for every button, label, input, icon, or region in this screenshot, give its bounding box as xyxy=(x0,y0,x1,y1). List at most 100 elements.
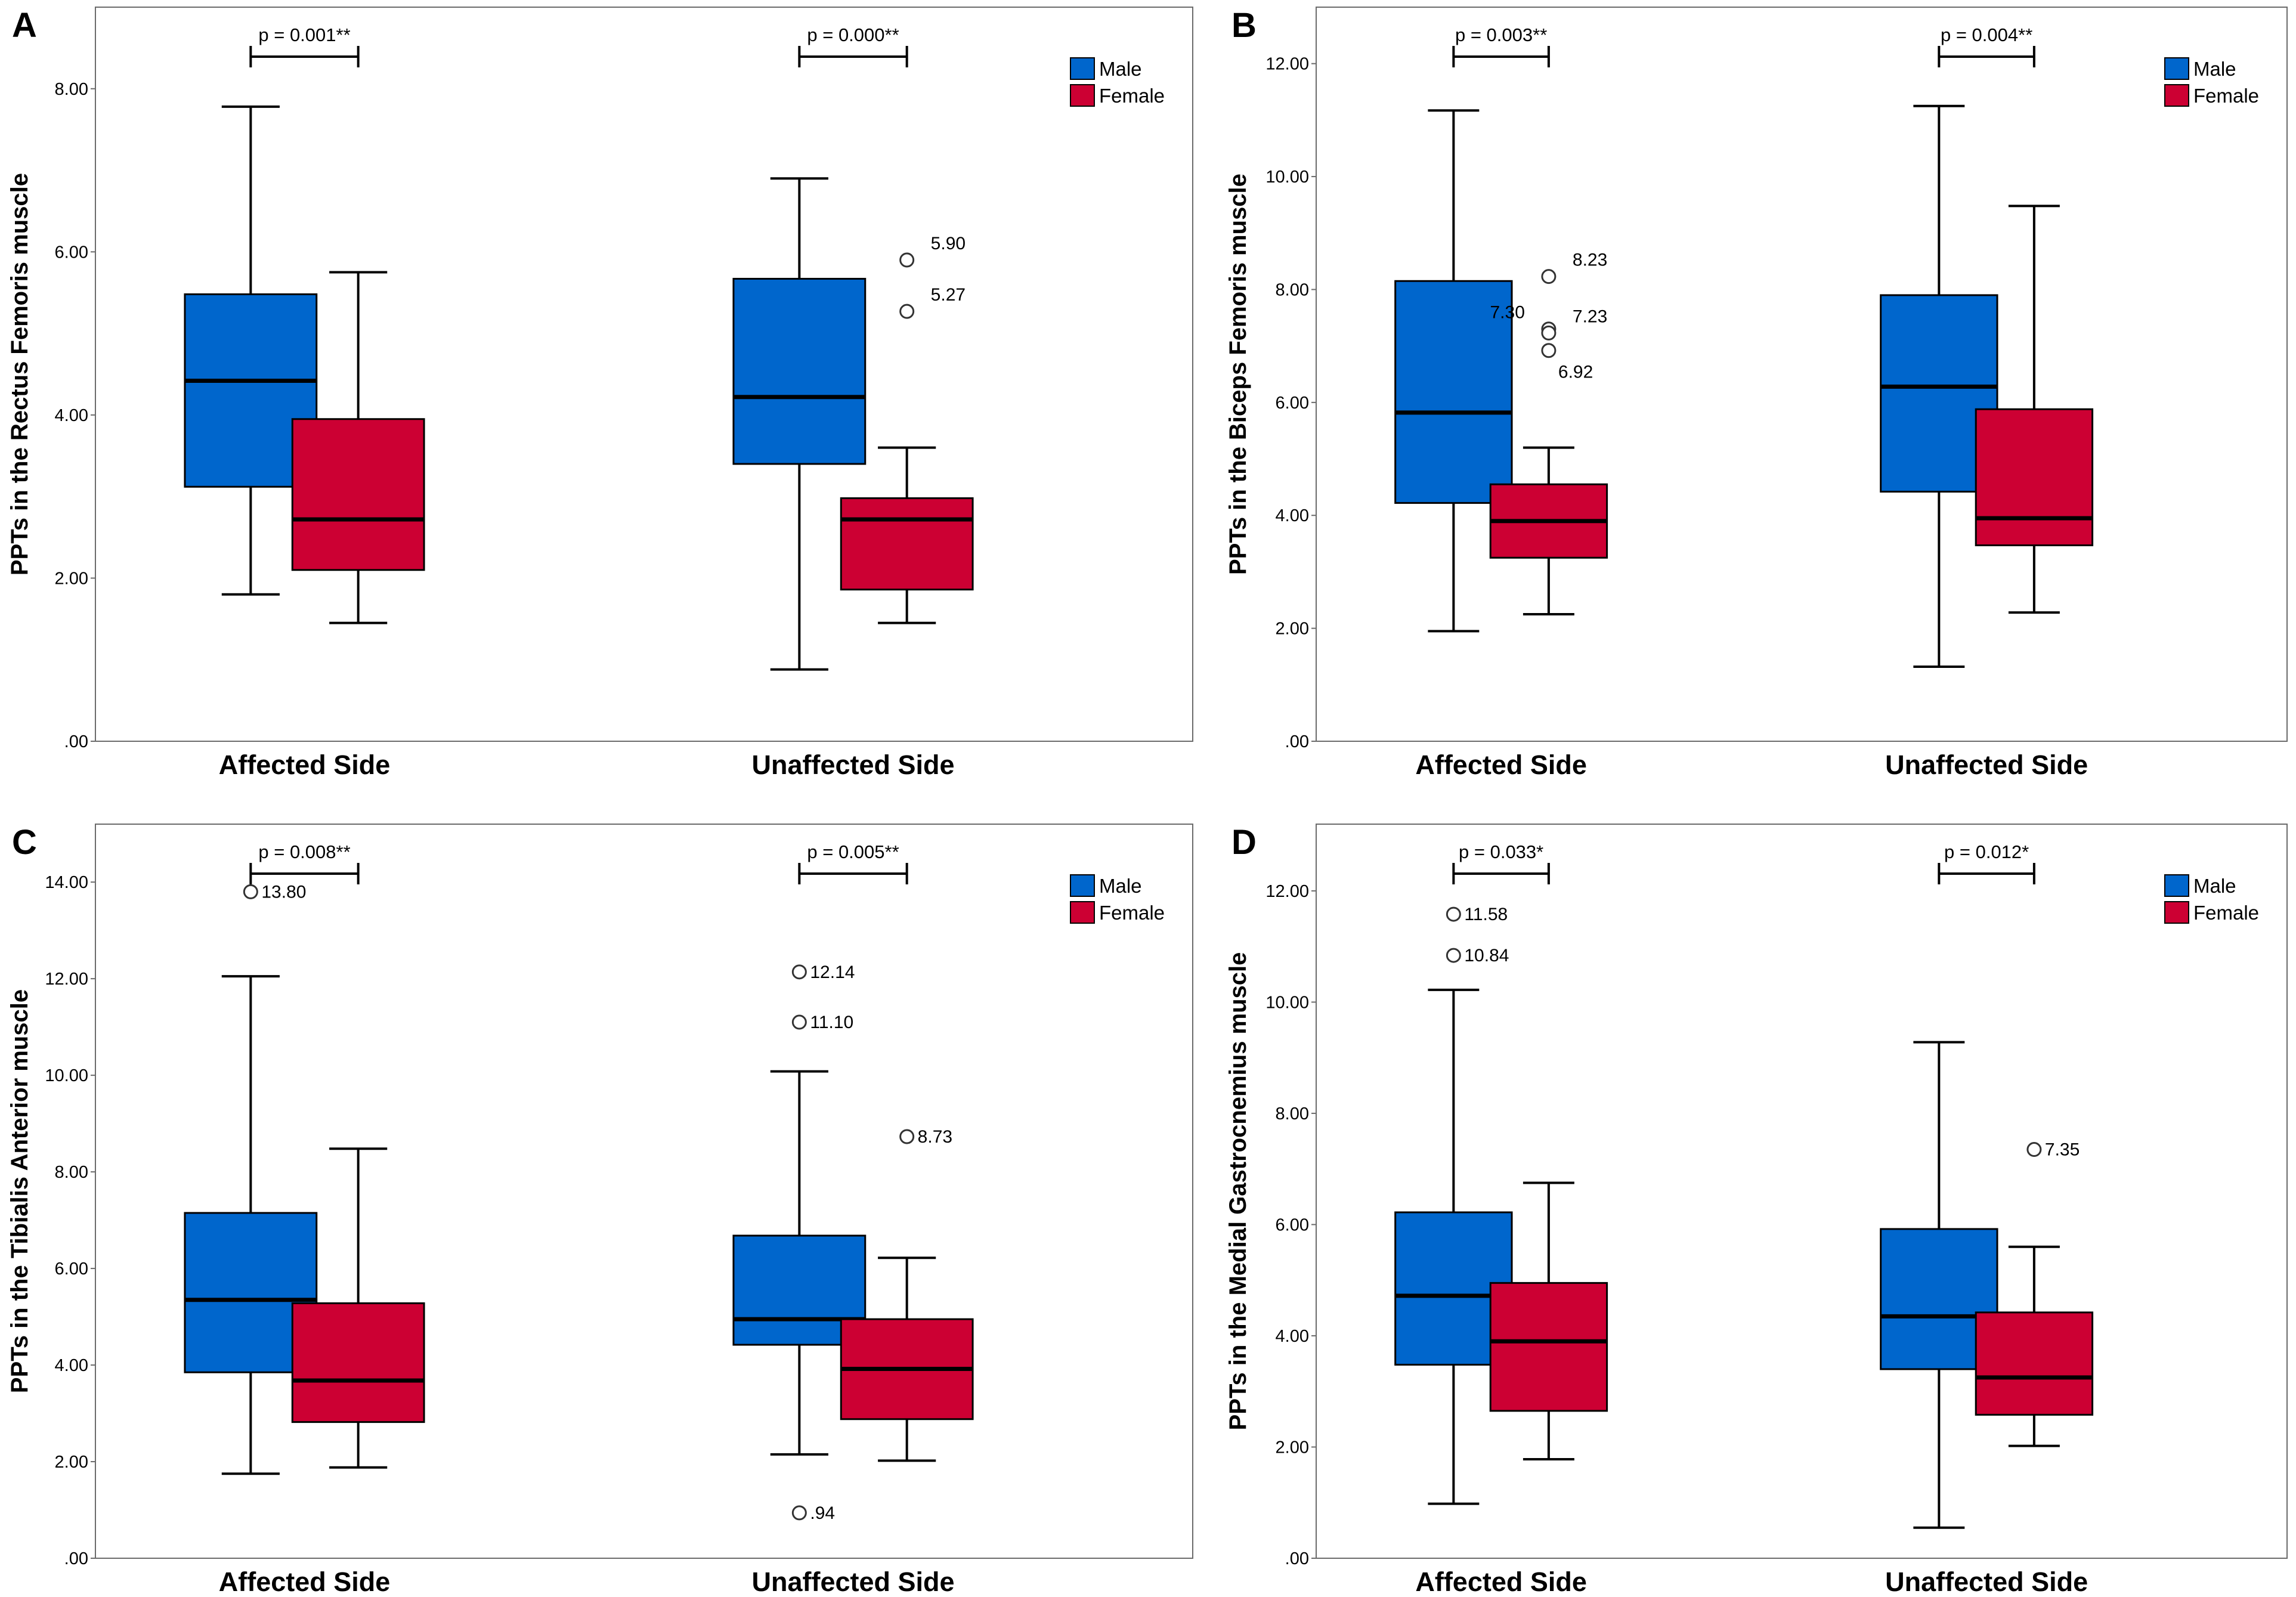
boxplot-female: 7.35 xyxy=(1975,1140,2094,1447)
outlier-label: 11.10 xyxy=(810,1013,853,1032)
plot-frame xyxy=(1316,7,2288,742)
boxplot-male: 11.58 10.84 xyxy=(1394,905,1513,1505)
boxplot-female: 5.90 5.27 xyxy=(840,234,974,624)
boxplot-female xyxy=(1489,1181,1608,1461)
boxplot-female: 8.23 7.30 7.23 6.92 xyxy=(1489,250,1608,615)
iqr-box xyxy=(1975,408,2094,546)
y-tick-label: .00 xyxy=(1285,1549,1309,1568)
y-tick-label: 6.00 xyxy=(55,1259,88,1279)
plot-frame xyxy=(95,7,1193,742)
significance-bracket: p = 0.005** xyxy=(798,841,908,884)
legend-swatch-male xyxy=(1070,874,1095,897)
legend-label-male: Male xyxy=(1099,875,1142,897)
outlier-label: 5.27 xyxy=(931,285,966,305)
boxplot-female xyxy=(1975,205,2094,614)
significance-bracket: p = 0.004** xyxy=(1938,24,2035,67)
legend-swatch-male xyxy=(2164,57,2189,80)
y-axis-title: PPTs in the Tibialis Anterior muscle xyxy=(7,989,33,1393)
iqr-box xyxy=(1489,1282,1608,1412)
y-tick-label: .00 xyxy=(64,1549,88,1568)
legend-swatch-male xyxy=(2164,874,2189,897)
outlier-point xyxy=(791,1014,807,1030)
significance-bracket: p = 0.033* xyxy=(1452,841,1550,884)
x-category-label: Affected Side xyxy=(219,750,391,780)
outlier-label: 13.80 xyxy=(261,882,306,902)
legend-label-female: Female xyxy=(2193,902,2259,924)
y-tick-label: 4.00 xyxy=(1276,1327,1309,1346)
outlier-label: 11.58 xyxy=(1464,905,1508,924)
outlier-label: 7.23 xyxy=(1573,307,1607,326)
boxplot-female xyxy=(291,1147,425,1469)
y-tick-label: 6.00 xyxy=(1276,1215,1309,1234)
outlier-point xyxy=(243,884,258,899)
boxplot-male xyxy=(1394,109,1513,633)
y-tick-label: 2.00 xyxy=(55,1453,88,1472)
iqr-box xyxy=(291,418,425,571)
y-tick-label: 6.00 xyxy=(1276,394,1309,413)
p-value-label: p = 0.008** xyxy=(258,841,350,862)
iqr-box xyxy=(1975,1311,2094,1416)
significance-bracket: p = 0.012* xyxy=(1938,841,2035,884)
significance-bracket: p = 0.003** xyxy=(1452,24,1550,67)
legend: Male Female xyxy=(1070,57,1165,107)
legend-label-female: Female xyxy=(1099,85,1165,107)
significance-bracket: p = 0.008** xyxy=(249,841,360,884)
y-tick-label: 4.00 xyxy=(55,1356,88,1375)
panel-letter: C xyxy=(12,823,37,862)
boxplot-female: 8.73 xyxy=(840,1127,974,1462)
plot-frame xyxy=(1316,824,2288,1559)
outlier-point xyxy=(899,1129,915,1144)
outlier-label: .94 xyxy=(810,1503,835,1523)
y-tick-label: 2.00 xyxy=(55,569,88,588)
y-tick-label: 14.00 xyxy=(45,873,88,892)
x-category-label: Affected Side xyxy=(1415,750,1587,780)
outlier-label: 8.73 xyxy=(918,1127,952,1147)
boxplot-female xyxy=(291,271,425,624)
legend: Male Female xyxy=(2164,874,2259,924)
y-tick-label: 8.00 xyxy=(55,80,88,99)
p-value-label: p = 0.003** xyxy=(1455,24,1547,45)
legend-label-male: Male xyxy=(1099,58,1142,80)
y-tick-label: 10.00 xyxy=(1265,993,1309,1012)
outlier-point xyxy=(1541,343,1557,358)
iqr-box xyxy=(291,1302,425,1423)
boxplot-male xyxy=(184,105,318,596)
boxplot-male xyxy=(1880,104,1998,668)
panel-letter: A xyxy=(12,6,37,45)
legend-swatch-female xyxy=(2164,84,2189,107)
iqr-box xyxy=(1394,280,1513,504)
outlier-label: 6.92 xyxy=(1558,363,1593,382)
y-tick-label: 4.00 xyxy=(55,406,88,425)
y-tick-label: 8.00 xyxy=(55,1163,88,1182)
y-tick-label: 12.00 xyxy=(1265,55,1309,74)
legend-label-female: Female xyxy=(1099,902,1165,924)
iqr-box xyxy=(840,497,974,591)
outlier-point xyxy=(791,964,807,980)
outlier-point xyxy=(2026,1142,2042,1157)
outlier-point xyxy=(899,252,915,268)
significance-bracket: p = 0.001** xyxy=(249,24,360,67)
y-axis-title: PPTs in the Rectus Femoris muscle xyxy=(7,173,33,575)
y-tick-label: .00 xyxy=(64,732,88,751)
panel-c: C .00 2.00 4.00 6.00 8.00 10.00 12.00 14.00 PPTs … xyxy=(7,823,1193,1597)
legend-swatch-male xyxy=(1070,57,1095,80)
legend-label-female: Female xyxy=(2193,85,2259,107)
legend: Male Female xyxy=(1070,874,1165,924)
plot-frame xyxy=(95,824,1193,1559)
outlier-point xyxy=(1446,948,1461,963)
outlier-point xyxy=(1541,269,1557,284)
legend-swatch-female xyxy=(1070,901,1095,924)
y-tick-label: 8.00 xyxy=(1276,1104,1309,1124)
x-category-label: Unaffected Side xyxy=(751,750,954,780)
iqr-box xyxy=(732,277,867,465)
outlier-point xyxy=(1541,325,1557,341)
significance-bracket: p = 0.000** xyxy=(798,24,908,67)
x-category-label: Unaffected Side xyxy=(751,1567,954,1597)
outlier-label: 12.14 xyxy=(810,962,855,982)
outlier-label: 7.35 xyxy=(2045,1140,2080,1160)
outlier-label: 10.84 xyxy=(1464,946,1509,965)
p-value-label: p = 0.004** xyxy=(1941,24,2032,45)
x-category-label: Unaffected Side xyxy=(1885,750,2088,780)
y-tick-label: 12.00 xyxy=(45,970,88,989)
